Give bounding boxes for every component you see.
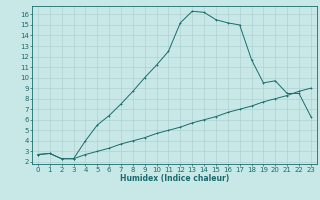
X-axis label: Humidex (Indice chaleur): Humidex (Indice chaleur) bbox=[120, 174, 229, 183]
